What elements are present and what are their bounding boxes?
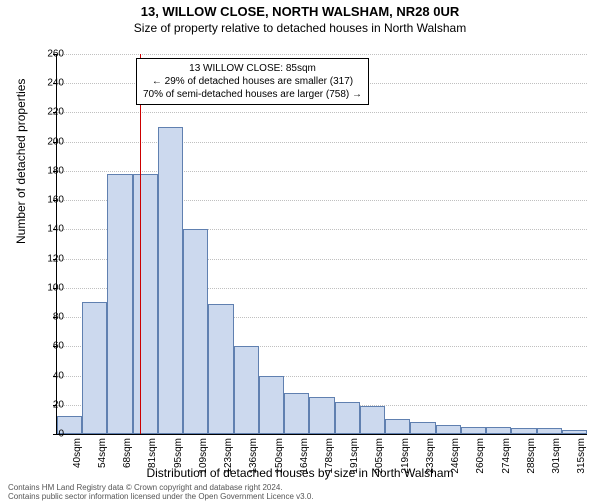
chart-container: 13, WILLOW CLOSE, NORTH WALSHAM, NR28 0U… (0, 4, 600, 504)
ytick-label: 260 (34, 49, 64, 60)
ytick-label: 80 (34, 312, 64, 323)
ytick-label: 0 (34, 429, 64, 440)
ytick-label: 140 (34, 224, 64, 235)
gridline (57, 112, 587, 113)
ytick-label: 100 (34, 282, 64, 293)
xtick-label: 54sqm (97, 438, 108, 468)
gridline (57, 142, 587, 143)
gridline (57, 54, 587, 55)
annotation-line3: 70% of semi-detached houses are larger (… (143, 88, 362, 101)
bar (284, 393, 309, 434)
bar (385, 419, 410, 434)
ytick-label: 220 (34, 107, 64, 118)
bar (360, 406, 385, 434)
ytick-label: 20 (34, 399, 64, 410)
bar (562, 430, 587, 434)
chart-subtitle: Size of property relative to detached ho… (0, 21, 600, 35)
marker-line (140, 54, 141, 434)
bar (410, 422, 435, 434)
xtick-label: 81sqm (147, 438, 158, 468)
bar (234, 346, 259, 434)
footer-line1: Contains HM Land Registry data © Crown c… (8, 483, 314, 493)
bar (183, 229, 208, 434)
y-axis-label: Number of detached properties (14, 79, 28, 244)
bar (259, 376, 284, 434)
plot (56, 54, 587, 435)
bar (335, 402, 360, 434)
bar (107, 174, 132, 434)
ytick-label: 180 (34, 165, 64, 176)
ytick-label: 200 (34, 136, 64, 147)
bar (436, 425, 461, 434)
xtick-label: 95sqm (173, 438, 184, 468)
footer-line2: Contains public sector information licen… (8, 492, 314, 502)
gridline (57, 171, 587, 172)
ytick-label: 240 (34, 78, 64, 89)
bar (461, 427, 486, 434)
bar (537, 428, 562, 434)
xtick-label: 40sqm (72, 438, 83, 468)
annotation-box: 13 WILLOW CLOSE: 85sqm ← 29% of detached… (136, 58, 369, 105)
footer: Contains HM Land Registry data © Crown c… (8, 483, 314, 502)
bar (208, 304, 233, 434)
annotation-line2: ← 29% of detached houses are smaller (31… (143, 75, 362, 88)
ytick-label: 160 (34, 195, 64, 206)
x-axis-label: Distribution of detached houses by size … (0, 466, 600, 480)
ytick-label: 40 (34, 370, 64, 381)
plot-area: 13 WILLOW CLOSE: 85sqm ← 29% of detached… (56, 54, 586, 434)
chart-title: 13, WILLOW CLOSE, NORTH WALSHAM, NR28 0U… (0, 4, 600, 19)
bar (309, 397, 334, 434)
annotation-line1: 13 WILLOW CLOSE: 85sqm (143, 62, 362, 75)
ytick-label: 120 (34, 253, 64, 264)
bar (486, 427, 511, 434)
bar (511, 428, 536, 434)
xtick-label: 68sqm (122, 438, 133, 468)
ytick-label: 60 (34, 341, 64, 352)
bar (133, 174, 158, 434)
bar (82, 302, 107, 434)
bar (158, 127, 183, 434)
